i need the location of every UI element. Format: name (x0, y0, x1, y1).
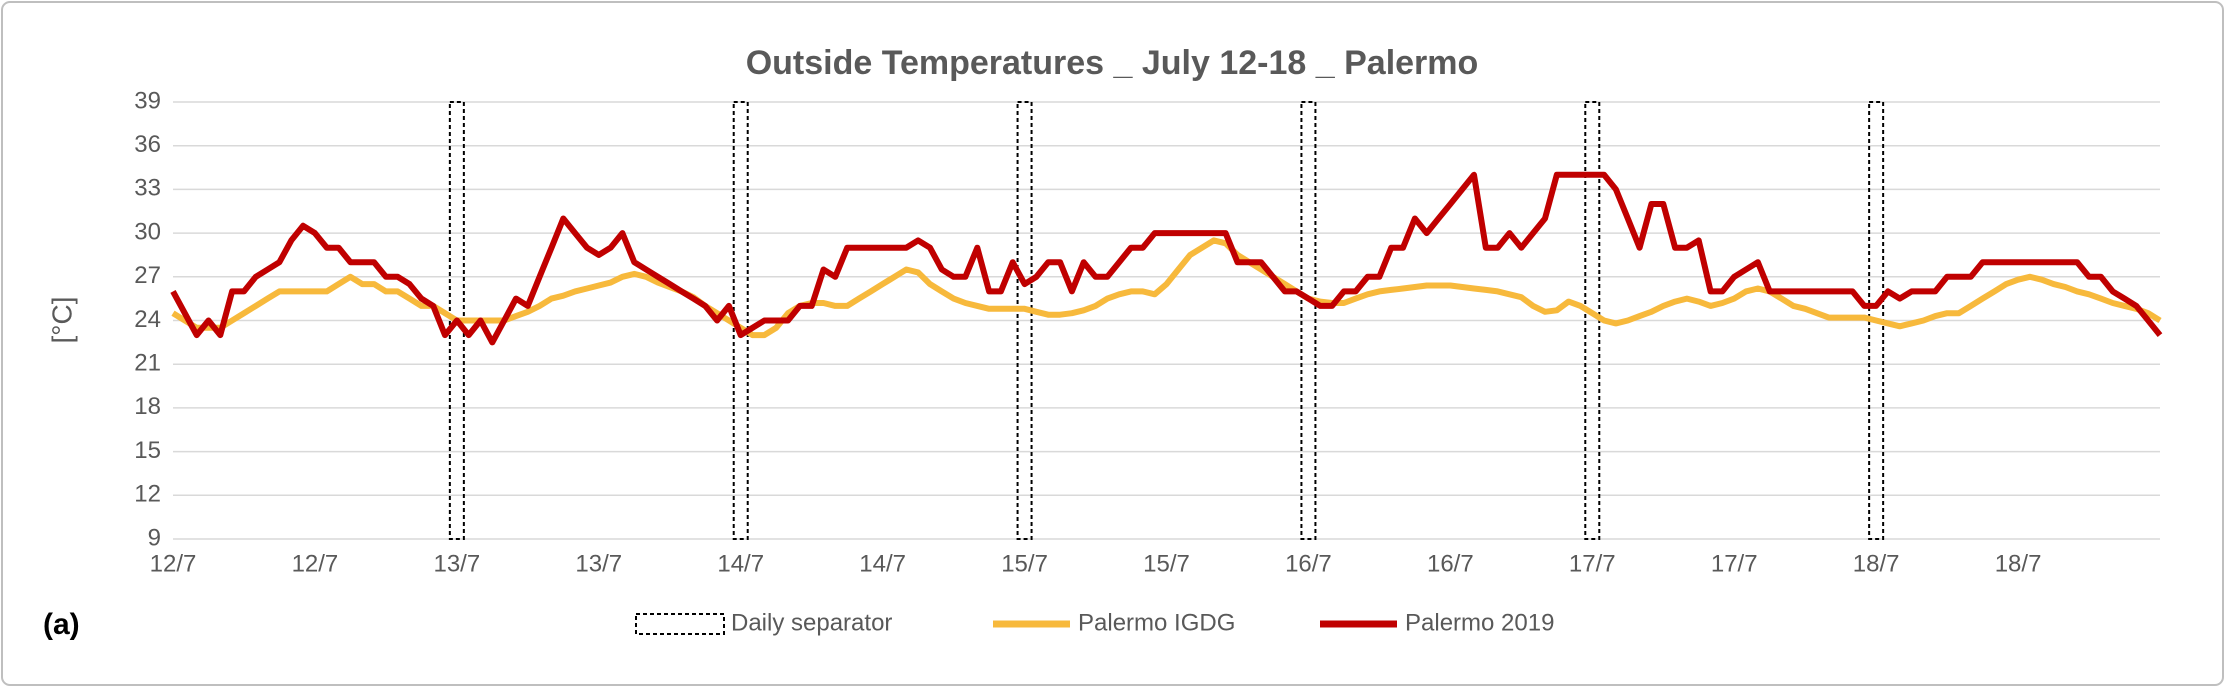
x-tick-label: 15/7 (1143, 550, 1190, 577)
daily-separator (732, 101, 749, 540)
y-tick-label: 12 (134, 481, 161, 508)
x-tick-label: 12/7 (292, 550, 339, 577)
x-tick-label: 14/7 (859, 550, 906, 577)
x-tick-label: 15/7 (1001, 550, 1048, 577)
y-tick-label: 24 (134, 306, 161, 333)
y-tick-label: 36 (134, 131, 161, 158)
y-tick-label: 27 (134, 262, 161, 289)
y-tick-label: 18 (134, 393, 161, 420)
y-tick-label: 39 (134, 87, 161, 114)
legend-label: Daily separator (731, 609, 892, 636)
legend-label: Palermo IGDG (1078, 609, 1235, 636)
y-axis-label: [°C] (46, 297, 77, 344)
panel-label: (a) (43, 608, 80, 641)
daily-separator (1016, 101, 1033, 540)
y-tick-label: 9 (148, 524, 161, 551)
x-tick-label: 17/7 (1711, 550, 1758, 577)
daily-separator (1300, 101, 1317, 540)
x-tick-label: 18/7 (1853, 550, 1900, 577)
y-tick-label: 21 (134, 350, 161, 377)
y-tick-label: 33 (134, 175, 161, 202)
y-tick-label: 30 (134, 218, 161, 245)
x-tick-label: 13/7 (433, 550, 480, 577)
x-tick-label: 17/7 (1569, 550, 1616, 577)
x-tick-label: 14/7 (717, 550, 764, 577)
legend-swatch (635, 613, 725, 635)
chart-title: Outside Temperatures _ July 12-18 _ Pale… (746, 44, 1479, 82)
legend-label: Palermo 2019 (1405, 609, 1554, 636)
x-tick-label: 12/7 (150, 550, 197, 577)
y-tick-label: 15 (134, 437, 161, 464)
x-tick-label: 16/7 (1427, 550, 1474, 577)
x-tick-label: 13/7 (575, 550, 622, 577)
line-series (170, 171, 2163, 346)
x-tick-label: 16/7 (1285, 550, 1332, 577)
x-tick-label: 18/7 (1995, 550, 2042, 577)
